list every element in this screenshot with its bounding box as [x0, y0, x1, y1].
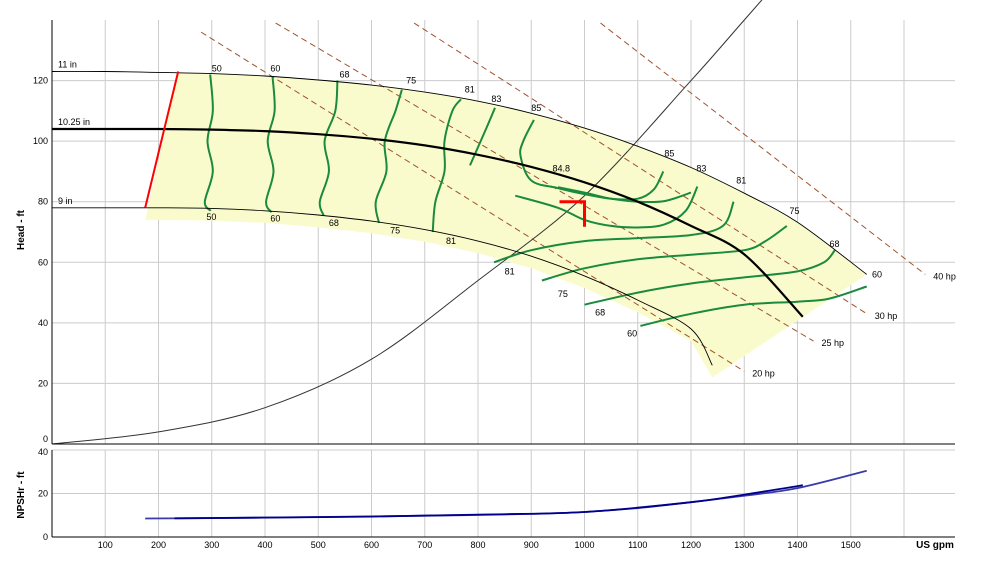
efficiency-contour: [541, 225, 788, 282]
curve-labels: 50 60 68 75 81 83 85 85 83 81 75 68 60 50 60 68 75 81 81 75…: [206, 63, 882, 338]
efficiency-label: 85: [664, 148, 674, 158]
x-tick-label: 1500: [841, 540, 861, 550]
y-tick-label: 80: [38, 197, 48, 207]
impeller-curve: [51, 70, 867, 275]
minimum-flow-line: [144, 71, 180, 209]
y-axis-label-head: Head - ft: [16, 209, 27, 250]
x-tick-label: 1200: [681, 540, 701, 550]
operating-region-fill: [145, 73, 867, 378]
impeller-curve-label: 11 in: [58, 59, 77, 69]
x-tick-label: 500: [311, 540, 326, 550]
efficiency-label: 60: [270, 63, 280, 73]
efficiency-label: 60: [872, 269, 882, 279]
efficiency-contour: [374, 89, 403, 224]
impeller-curve-label: 9 in: [58, 196, 73, 206]
x-tick-label: 700: [417, 540, 432, 550]
x-tick-label: 1100: [628, 540, 647, 550]
y-tick-label: 40: [38, 318, 48, 328]
efficiency-label: 83: [696, 163, 706, 173]
power-line: [275, 22, 814, 342]
efficiency-label: 83: [491, 94, 501, 104]
efficiency-label: 81: [736, 176, 746, 186]
y-axis-label-npsh: NPSHr - ft: [16, 471, 27, 519]
efficiency-label: 50: [212, 63, 222, 73]
y-tick-label: 20: [38, 378, 48, 388]
impeller-curve: [51, 207, 713, 366]
efficiency-label: 68: [595, 307, 605, 317]
efficiency-label: 81: [446, 236, 456, 246]
duty-point-marker: [559, 200, 586, 227]
npsh-curves: [145, 469, 867, 520]
power-line-label: 30 hp: [875, 311, 898, 321]
power-line: [200, 31, 745, 372]
x-tick-label: 400: [257, 540, 272, 550]
efficiency-label: 75: [390, 226, 400, 236]
x-tick-label: 1400: [787, 540, 807, 550]
npsh-curve: [174, 484, 803, 520]
efficiency-contour: [203, 74, 214, 212]
y-tick-label: 60: [38, 257, 48, 267]
impeller-curve-label: 10.25 in: [58, 117, 90, 127]
efficiency-contour: [431, 98, 462, 233]
x-tick-label: 900: [524, 540, 539, 550]
x-tick-label: 1300: [734, 540, 754, 550]
efficiency-contour: [469, 107, 496, 166]
efficiency-contour: [640, 285, 868, 327]
power-line-label: 25 hp: [821, 338, 844, 348]
efficiency-label: 75: [790, 206, 800, 216]
efficiency-contour: [557, 186, 692, 204]
efficiency-label: 84.8: [553, 163, 571, 173]
efficiency-contour: [519, 119, 665, 201]
y-tick-label: 0: [43, 434, 48, 444]
power-line-label: 20 hp: [752, 368, 775, 378]
efficiency-label: 68: [829, 239, 839, 249]
efficiency-label: 81: [465, 85, 475, 95]
efficiency-label: 68: [329, 218, 339, 228]
efficiency-contour: [265, 75, 276, 213]
efficiency-label: 50: [206, 212, 216, 222]
efficiency-label: 60: [270, 213, 280, 223]
power-lines: 20 hp 25 hp 30 hp 40 hp: [200, 22, 956, 378]
x-tick-label: 800: [470, 540, 485, 550]
system-curve-line: [51, 0, 763, 445]
efficiency-label: 75: [558, 289, 568, 299]
power-line: [600, 22, 926, 275]
y-tick-label: 40: [38, 447, 48, 457]
x-tick-label: 200: [151, 540, 166, 550]
efficiency-contour: [515, 186, 699, 229]
y-tick-label: 0: [43, 532, 48, 542]
efficiency-contour: [318, 80, 339, 216]
x-tick-label: 300: [204, 540, 219, 550]
npsh-curve: [145, 469, 867, 520]
efficiency-label: 68: [340, 70, 350, 80]
operating-region: [145, 73, 867, 378]
efficiency-label: 85: [531, 103, 541, 113]
power-line-label: 40 hp: [933, 271, 956, 281]
impeller-curves: 11 in 10.25 in 9 in: [51, 59, 867, 366]
efficiency-contours: [203, 74, 868, 327]
efficiency-contour: [493, 201, 735, 264]
impeller-curve: [51, 127, 804, 318]
x-tick-label: 600: [364, 540, 379, 550]
system-curve: [51, 0, 763, 445]
y-tick-label: 20: [38, 489, 48, 499]
efficiency-contour: [584, 249, 836, 306]
y-tick-label: 100: [33, 136, 48, 146]
y-tick-label: 120: [33, 76, 48, 86]
efficiency-label: 81: [505, 266, 515, 276]
x-axis-label: US gpm: [916, 540, 954, 551]
efficiency-label: 60: [627, 328, 637, 338]
x-tick-label: 100: [98, 540, 113, 550]
x-tick-label: 1000: [574, 540, 594, 550]
efficiency-label: 75: [406, 76, 416, 86]
